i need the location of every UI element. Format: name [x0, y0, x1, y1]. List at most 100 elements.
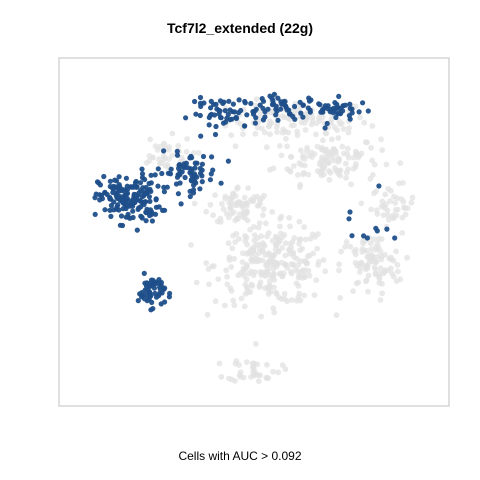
negative-cell-point — [305, 172, 311, 178]
negative-cell-point — [374, 207, 380, 213]
negative-cell-point — [378, 265, 384, 271]
negative-cell-point — [360, 241, 366, 247]
negative-cell-point — [327, 177, 333, 183]
positive-cell-point — [133, 180, 138, 185]
positive-cell-point — [301, 103, 306, 108]
negative-cell-point — [262, 130, 268, 136]
positive-cell-point — [335, 111, 340, 116]
negative-cell-point — [196, 150, 202, 156]
negative-cell-point — [240, 131, 246, 137]
negative-cell-point — [194, 280, 200, 286]
positive-cell-point — [199, 173, 204, 178]
negative-cell-point — [345, 146, 351, 152]
negative-cell-point — [296, 283, 302, 289]
negative-cell-point — [272, 261, 278, 267]
negative-cell-point — [301, 224, 307, 230]
positive-cell-point — [271, 101, 276, 106]
negative-cell-point — [257, 372, 263, 378]
negative-cell-point — [297, 219, 303, 225]
negative-cell-point — [363, 139, 369, 145]
positive-cell-point — [261, 99, 266, 104]
negative-cell-point — [350, 288, 356, 294]
negative-cell-point — [184, 149, 190, 155]
positive-cell-point — [193, 161, 198, 166]
negative-cell-point — [283, 136, 289, 142]
positive-cell-point — [156, 166, 161, 171]
negative-cell-point — [343, 175, 349, 181]
negative-cell-point — [303, 127, 309, 133]
negative-cell-point — [372, 259, 378, 265]
negative-cell-point — [301, 293, 307, 299]
positive-cell-point — [231, 102, 236, 107]
negative-cell-point — [306, 268, 312, 274]
negative-cell-point — [222, 303, 228, 309]
positive-cell-point — [192, 165, 197, 170]
negative-cell-point — [270, 273, 276, 279]
negative-cell-point — [297, 237, 303, 243]
negative-cell-point — [358, 201, 364, 207]
negative-cell-point — [376, 236, 382, 242]
positive-cell-point — [366, 108, 371, 113]
negative-cell-point — [203, 209, 209, 215]
positive-cell-point — [108, 179, 113, 184]
positive-cell-point — [193, 112, 198, 117]
negative-cell-point — [280, 113, 286, 119]
negative-cell-point — [287, 247, 293, 253]
positive-cell-point — [228, 117, 233, 122]
positive-cell-point — [198, 95, 203, 100]
negative-cell-point — [368, 207, 374, 213]
negative-cell-point — [239, 296, 245, 302]
negative-cell-point — [368, 145, 374, 151]
negative-cell-point — [267, 131, 273, 137]
negative-cell-point — [336, 261, 342, 267]
negative-cell-point — [405, 205, 411, 211]
positive-cell-point — [348, 117, 353, 122]
negative-cell-point — [282, 291, 288, 297]
positive-cell-point — [139, 290, 144, 295]
negative-cell-point — [361, 120, 367, 126]
negative-cell-point — [302, 274, 308, 280]
positive-cell-point — [275, 96, 280, 101]
negative-cell-point — [240, 214, 246, 220]
positive-cell-point — [197, 186, 202, 191]
negative-cell-point — [228, 203, 234, 209]
negative-cell-point — [161, 141, 167, 147]
negative-cell-point — [163, 163, 169, 169]
positive-cell-point — [336, 94, 341, 99]
negative-cell-point — [291, 122, 297, 128]
negative-cell-point — [347, 244, 353, 250]
negative-cell-point — [372, 162, 378, 168]
negative-cell-point — [245, 185, 251, 191]
negative-cell-point — [229, 288, 235, 294]
positive-cell-point — [200, 179, 205, 184]
positive-cell-point — [192, 99, 197, 104]
negative-cell-point — [273, 242, 279, 248]
negative-cell-point — [271, 165, 277, 171]
negative-cell-point — [381, 271, 387, 277]
negative-cell-point — [266, 283, 272, 289]
negative-cell-point — [218, 219, 224, 225]
negative-cell-point — [226, 376, 232, 382]
negative-cell-point — [188, 242, 194, 248]
positive-cell-point — [273, 112, 278, 117]
negative-cell-point — [393, 249, 399, 255]
negative-cell-point — [295, 132, 301, 138]
positive-cell-point — [130, 204, 135, 209]
negative-cell-point — [242, 195, 248, 201]
negative-cell-point — [391, 274, 397, 280]
negative-cell-point — [267, 121, 273, 127]
negative-cell-point — [240, 259, 246, 265]
positive-cell-point — [198, 113, 203, 118]
negative-cell-point — [251, 194, 257, 200]
positive-cell-point — [135, 228, 140, 233]
negative-cell-point — [295, 172, 301, 178]
negative-cell-point — [269, 253, 275, 259]
negative-cell-point — [395, 269, 401, 275]
negative-cell-point — [256, 378, 262, 384]
positive-cell-point — [119, 213, 124, 218]
positive-cell-point — [167, 294, 172, 299]
negative-cell-point — [242, 304, 248, 310]
negative-cell-point — [273, 290, 279, 296]
negative-cell-point — [278, 214, 284, 220]
positive-cell-point — [332, 100, 337, 105]
